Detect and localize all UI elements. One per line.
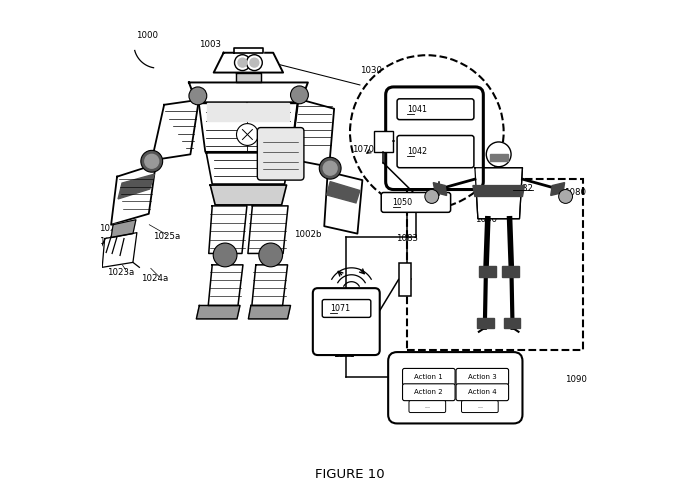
Polygon shape xyxy=(433,182,447,195)
Circle shape xyxy=(259,243,283,267)
Text: FIGURE 10: FIGURE 10 xyxy=(315,468,385,481)
Polygon shape xyxy=(209,206,247,253)
Polygon shape xyxy=(210,185,286,205)
Polygon shape xyxy=(290,99,334,166)
Bar xyxy=(407,179,583,350)
Polygon shape xyxy=(214,53,283,73)
Polygon shape xyxy=(236,73,261,83)
Polygon shape xyxy=(199,103,298,152)
FancyBboxPatch shape xyxy=(258,128,304,180)
Text: 1021a: 1021a xyxy=(99,224,127,233)
Polygon shape xyxy=(209,265,243,306)
Polygon shape xyxy=(252,265,288,306)
Circle shape xyxy=(141,151,162,172)
Circle shape xyxy=(145,155,159,168)
Polygon shape xyxy=(189,83,308,102)
Polygon shape xyxy=(102,233,137,267)
Polygon shape xyxy=(206,153,290,184)
Text: 1001: 1001 xyxy=(176,107,198,116)
Polygon shape xyxy=(324,171,363,234)
Polygon shape xyxy=(234,48,263,53)
Circle shape xyxy=(214,243,237,267)
Text: 1030: 1030 xyxy=(360,66,382,75)
Polygon shape xyxy=(551,182,565,195)
Text: 1080: 1080 xyxy=(564,188,587,197)
Polygon shape xyxy=(248,206,288,253)
Circle shape xyxy=(486,142,511,166)
Polygon shape xyxy=(477,318,494,328)
Text: 1050: 1050 xyxy=(393,198,413,207)
FancyBboxPatch shape xyxy=(313,288,379,355)
FancyBboxPatch shape xyxy=(402,368,455,385)
Text: 1070: 1070 xyxy=(352,145,375,154)
Circle shape xyxy=(290,86,309,104)
Text: 1042: 1042 xyxy=(407,147,427,156)
Circle shape xyxy=(238,58,247,67)
Bar xyxy=(374,131,393,152)
Text: 1002a: 1002a xyxy=(112,194,139,203)
Polygon shape xyxy=(475,167,522,219)
Circle shape xyxy=(189,87,206,105)
Text: 1025a: 1025a xyxy=(153,232,180,241)
Polygon shape xyxy=(248,306,290,319)
Text: 1071: 1071 xyxy=(330,304,350,313)
Circle shape xyxy=(237,124,258,146)
Polygon shape xyxy=(111,220,136,238)
Polygon shape xyxy=(327,181,360,203)
Polygon shape xyxy=(197,306,240,319)
Circle shape xyxy=(250,58,259,67)
Text: ...: ... xyxy=(424,404,430,409)
Text: Action 2: Action 2 xyxy=(414,389,443,395)
FancyBboxPatch shape xyxy=(461,401,498,413)
Polygon shape xyxy=(111,164,155,225)
Text: 1040: 1040 xyxy=(475,215,497,224)
Circle shape xyxy=(319,158,341,179)
Text: 1003: 1003 xyxy=(199,40,221,49)
Polygon shape xyxy=(502,266,519,277)
Text: 1070: 1070 xyxy=(333,349,355,358)
Text: 1024a: 1024a xyxy=(141,274,168,283)
FancyBboxPatch shape xyxy=(456,384,509,401)
FancyBboxPatch shape xyxy=(397,99,474,120)
Text: 1090: 1090 xyxy=(565,375,587,384)
Polygon shape xyxy=(118,174,154,199)
Circle shape xyxy=(246,55,262,71)
Polygon shape xyxy=(473,185,524,196)
Polygon shape xyxy=(207,103,246,121)
Text: 1023a: 1023a xyxy=(107,268,134,277)
FancyBboxPatch shape xyxy=(397,136,474,167)
FancyBboxPatch shape xyxy=(386,87,483,189)
Polygon shape xyxy=(152,100,199,160)
FancyBboxPatch shape xyxy=(322,300,371,318)
Text: ...: ... xyxy=(477,404,483,409)
Text: 1083: 1083 xyxy=(396,234,418,243)
Text: 1081: 1081 xyxy=(474,170,496,179)
Text: Action 4: Action 4 xyxy=(468,389,496,395)
Text: 1041: 1041 xyxy=(407,105,427,114)
Polygon shape xyxy=(247,103,288,121)
Text: 1000: 1000 xyxy=(136,31,158,40)
Polygon shape xyxy=(503,318,521,328)
Bar xyxy=(398,263,411,296)
Circle shape xyxy=(323,161,337,175)
Text: 1002b: 1002b xyxy=(294,230,321,239)
FancyBboxPatch shape xyxy=(409,401,446,413)
Circle shape xyxy=(559,189,573,203)
FancyBboxPatch shape xyxy=(382,192,451,212)
Text: Action 3: Action 3 xyxy=(468,374,497,380)
Text: Action 1: Action 1 xyxy=(414,374,443,380)
Polygon shape xyxy=(490,155,507,161)
Text: 1022a: 1022a xyxy=(99,237,127,246)
Polygon shape xyxy=(479,266,496,277)
Circle shape xyxy=(234,55,251,71)
Text: 1082: 1082 xyxy=(512,183,533,192)
Circle shape xyxy=(425,189,439,203)
FancyBboxPatch shape xyxy=(402,384,455,401)
FancyBboxPatch shape xyxy=(389,352,522,423)
FancyBboxPatch shape xyxy=(456,368,509,385)
